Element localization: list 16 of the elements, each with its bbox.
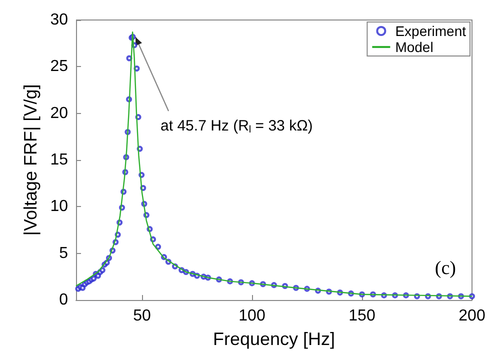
y-tick-label: 30	[50, 12, 68, 28]
x-axis-title: Frequency [Hz]	[212, 329, 336, 349]
y-tick-label: 5	[59, 244, 68, 262]
y-tick-label: 25	[50, 58, 68, 76]
x-tick-label: 100	[238, 308, 266, 324]
x-tick-label: 200	[458, 308, 486, 324]
legend-label: Model	[395, 39, 434, 55]
y-tick-label: 20	[50, 104, 68, 122]
x-tick-label: 150	[348, 308, 376, 324]
y-tick-label: 15	[50, 152, 68, 168]
y-axis-title: |Voltage FRF| [V/g]	[20, 84, 40, 236]
y-tick-label: 10	[50, 198, 68, 216]
legend-label: Experiment	[395, 23, 466, 39]
annotation: (c)	[434, 258, 456, 279]
y-tick-label: 0	[59, 292, 68, 308]
x-tick-label: 50	[133, 308, 151, 324]
